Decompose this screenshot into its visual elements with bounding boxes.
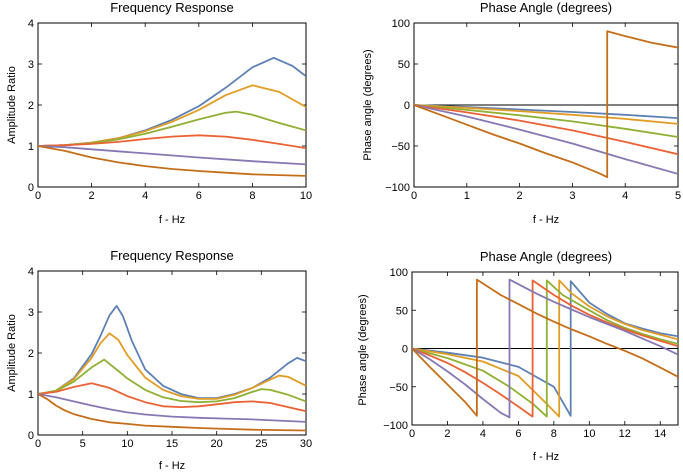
y-tick-label: 0	[402, 344, 408, 356]
series-line-2	[38, 332, 306, 400]
series-line-3	[38, 110, 306, 147]
series-line-3	[412, 279, 678, 418]
y-tick-label: 0	[28, 182, 34, 194]
y-tick-label: 4	[28, 266, 34, 278]
x-tick-label: 5	[675, 190, 681, 202]
series-line-6	[414, 30, 678, 179]
series-line-6	[38, 393, 306, 432]
y-tick-label: 2	[28, 348, 34, 360]
series-line-5	[414, 104, 678, 175]
y-tick-label: −100	[383, 420, 408, 432]
panel-amplitude-bottom: Frequency Response f - Hz Amplitude Rati…	[6, 248, 312, 472]
panel-title: Phase Angle (degrees)	[480, 0, 612, 15]
y-tick-label: 0	[28, 430, 34, 442]
x-tick-label: 5	[80, 438, 86, 450]
y-tick-label: 100	[390, 267, 408, 279]
x-tick-label: 0	[35, 190, 41, 202]
x-tick-label: 4	[622, 190, 628, 202]
plot-area: 0 5 10 15 20 25 30 0 1 2 3 4	[28, 266, 312, 450]
series-line-4	[412, 279, 678, 418]
y-tick-label: 2	[28, 100, 34, 112]
x-tick-label: 10	[121, 438, 133, 450]
y-tick-label: 3	[28, 307, 34, 319]
x-tick-label: 4	[142, 190, 148, 202]
plot-area: 0 2 4 6 8 10 0 1 2 3 4	[28, 18, 312, 202]
x-tick-label: 2	[89, 190, 95, 202]
series-line-4	[414, 104, 678, 156]
y-axis-label: Amplitude Ratio	[6, 314, 18, 392]
x-tick-label: 14	[654, 428, 666, 440]
panel-phase-top: Phase Angle (degrees) f - Hz Phase angle…	[362, 0, 681, 226]
x-axis-label: f - Hz	[533, 451, 559, 463]
x-tick-label: 0	[35, 438, 41, 450]
y-tick-label: 3	[28, 59, 34, 71]
x-tick-label: 12	[619, 428, 631, 440]
x-tick-label: 8	[249, 190, 255, 202]
series-line-4	[38, 382, 306, 413]
series-line-5	[38, 145, 306, 166]
series-line-2	[414, 104, 678, 125]
series-line-6	[412, 278, 678, 417]
x-tick-label: 10	[300, 190, 312, 202]
y-axis-label: Amplitude Ratio	[6, 66, 18, 144]
panel-title: Frequency Response	[110, 248, 234, 263]
plot-area: 0 1 2 3 4 5 −100 −50 0 50 100	[385, 18, 681, 202]
series-line-4	[38, 134, 306, 149]
series-line-2	[412, 279, 678, 418]
series-line-1	[412, 280, 678, 417]
x-tick-label: 6	[515, 428, 521, 440]
y-tick-label: −50	[391, 141, 410, 153]
series-line-1	[38, 304, 306, 400]
plot-frame	[37, 270, 307, 436]
x-tick-label: 0	[409, 428, 415, 440]
series-line-5	[412, 278, 678, 419]
y-axis-label: Phase angle (degrees)	[362, 49, 374, 160]
panel-title: Frequency Response	[110, 0, 234, 15]
y-axis-label: Phase angle (degrees)	[357, 294, 369, 405]
y-tick-label: 0	[404, 100, 410, 112]
panel-title: Phase Angle (degrees)	[480, 249, 612, 264]
y-tick-label: 4	[28, 18, 34, 30]
series-line-5	[38, 393, 306, 423]
series-line-3	[38, 358, 306, 404]
x-tick-label: 20	[211, 438, 223, 450]
x-tick-label: 30	[300, 438, 312, 450]
x-tick-label: 3	[569, 190, 575, 202]
x-tick-label: 2	[517, 190, 523, 202]
x-tick-label: 6	[196, 190, 202, 202]
x-tick-label: 10	[583, 428, 595, 440]
panel-amplitude-top: Frequency Response f - Hz Amplitude Rati…	[6, 0, 312, 226]
x-axis-label: f - Hz	[159, 460, 185, 472]
x-tick-label: 15	[166, 438, 178, 450]
x-axis-label: f - Hz	[159, 214, 185, 226]
y-tick-label: 1	[28, 141, 34, 153]
y-tick-label: 50	[396, 305, 408, 317]
x-tick-label: 0	[411, 190, 417, 202]
series-line-6	[38, 145, 306, 177]
y-tick-label: −100	[385, 182, 410, 194]
series-line-3	[414, 104, 678, 138]
y-tick-label: 50	[398, 59, 410, 71]
x-tick-label: 25	[255, 438, 267, 450]
y-tick-label: 100	[392, 18, 410, 30]
x-tick-label: 1	[464, 190, 470, 202]
x-tick-label: 2	[444, 428, 450, 440]
y-tick-label: −50	[389, 382, 408, 394]
x-tick-label: 8	[551, 428, 557, 440]
y-tick-label: 1	[28, 389, 34, 401]
plot-area: 0 2 4 6 8 10 12 14 −100 −50 0 50 100	[383, 267, 679, 440]
series-line-1	[38, 56, 306, 147]
x-axis-label: f - Hz	[533, 214, 559, 226]
panel-phase-bottom: Phase Angle (degrees) f - Hz Phase angle…	[357, 249, 679, 463]
x-tick-label: 4	[480, 428, 486, 440]
